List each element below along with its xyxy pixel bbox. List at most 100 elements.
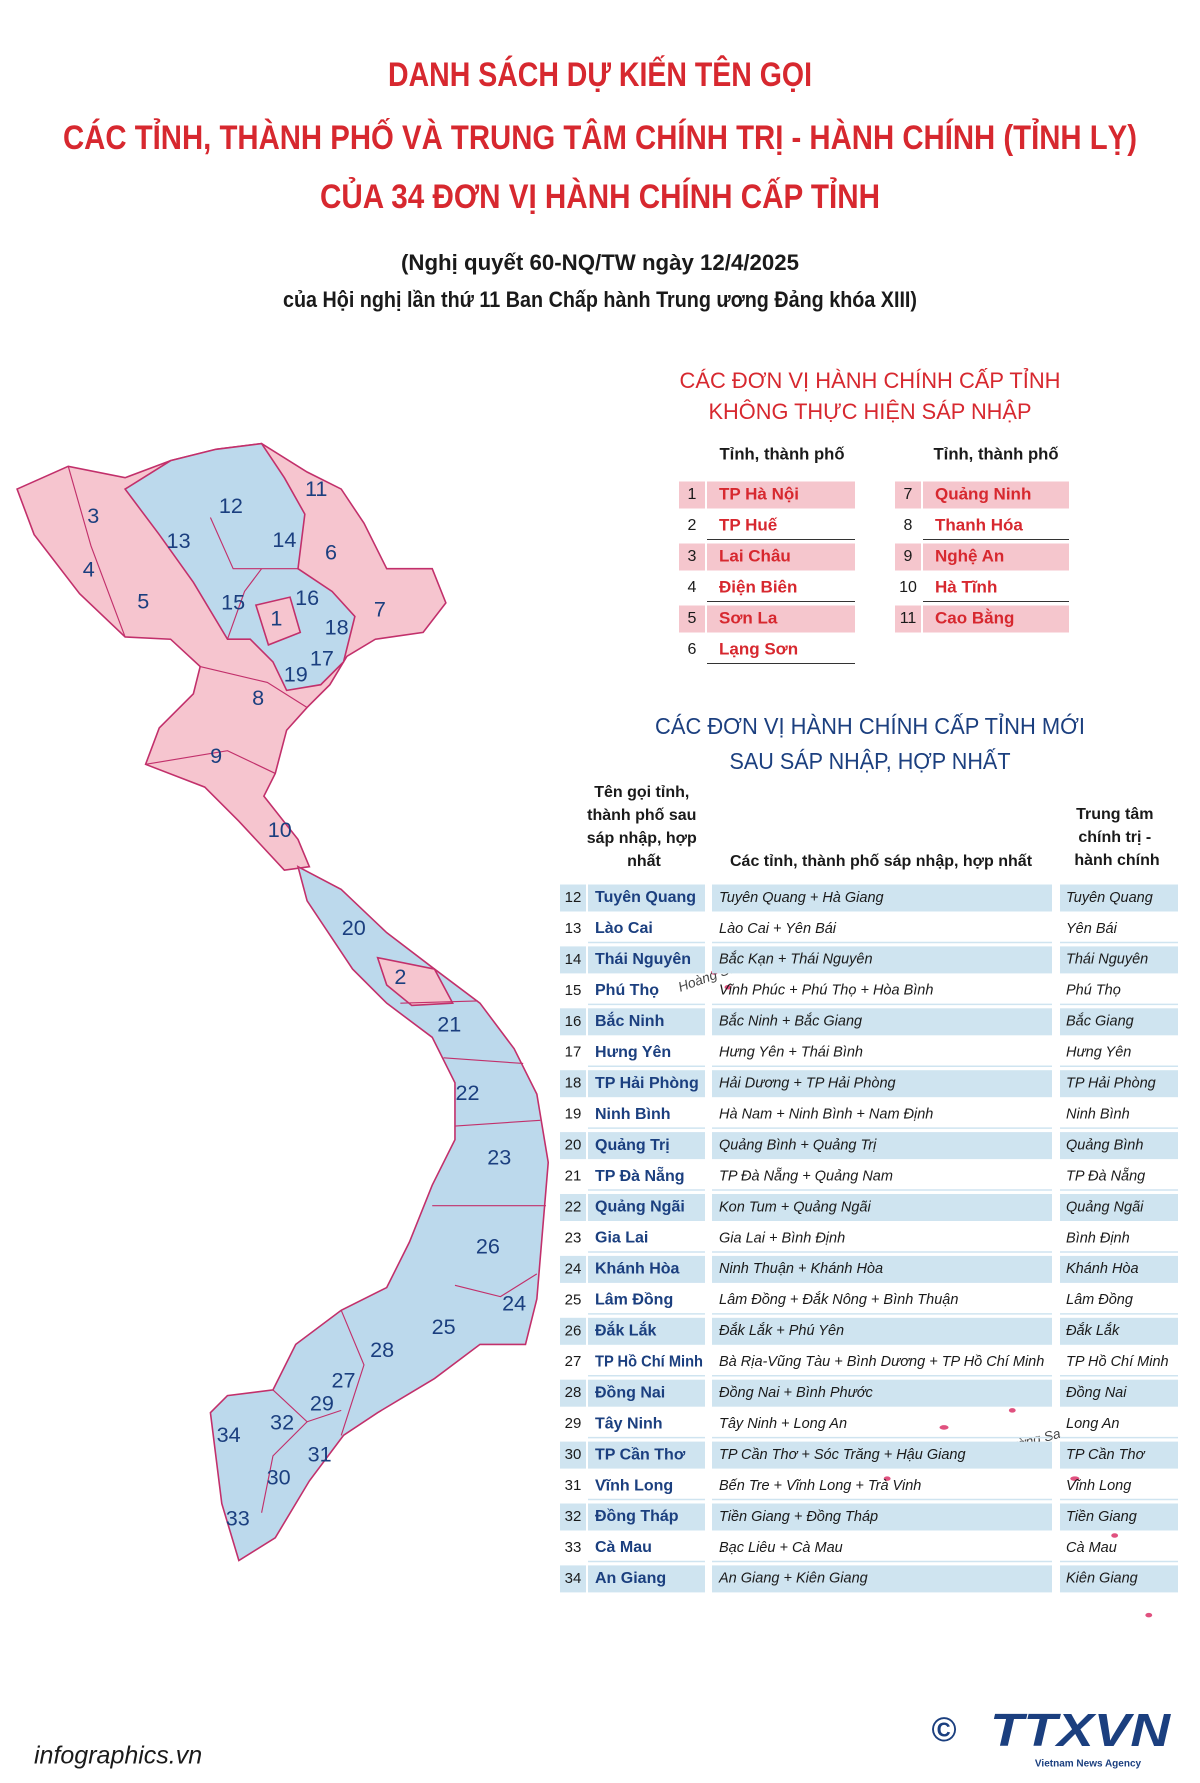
admin-center: Long An: [1066, 1416, 1119, 1432]
cell-bg: [923, 605, 1069, 633]
cell-bg: [588, 1132, 705, 1160]
cell-bg: [1060, 1008, 1178, 1036]
admin-center: Bắc Giang: [1066, 1013, 1134, 1030]
section-title: CÁC ĐƠN VỊ HÀNH CHÍNH CẤP TỈNH MỚI: [655, 711, 1085, 739]
section-title: CÁC ĐƠN VỊ HÀNH CHÍNH CẤP TỈNH: [680, 368, 1061, 393]
map-border: [209, 517, 298, 570]
cell-bg: [712, 1379, 1052, 1407]
row-number: 31: [565, 1477, 582, 1494]
column-header: Tỉnh, thành phố: [720, 444, 845, 463]
province-name: TP Cần Thơ: [595, 1446, 686, 1463]
map-label: 3: [87, 503, 99, 528]
row-number: 12: [565, 889, 582, 906]
map-label: 14: [272, 527, 296, 552]
map-label: 28: [370, 1337, 394, 1362]
cell-bg: [1060, 1255, 1178, 1283]
cell-bg: [560, 1255, 586, 1283]
cell-bg: [560, 1132, 586, 1160]
admin-center: Quảng Bình: [1066, 1137, 1143, 1153]
cell-bg: [923, 543, 1069, 571]
map-border: [67, 466, 126, 638]
merged-provinces: TP Cần Thơ + Sóc Trăng + Hậu Giang: [719, 1447, 966, 1463]
province-name: Đồng Nai: [595, 1384, 665, 1401]
cell-bg: [588, 884, 705, 912]
island: [1070, 1476, 1080, 1481]
cell-bg: [588, 1008, 705, 1036]
cell-bg: [560, 946, 586, 974]
cell-bg: [707, 605, 855, 633]
merged-provinces: Đắk Lắk + Phú Yên: [719, 1322, 844, 1339]
cell-bg: [1060, 1503, 1178, 1531]
cell-bg: [1060, 1194, 1178, 1221]
row-number: 16: [565, 1013, 582, 1030]
province-name: Lào Cai: [595, 920, 653, 937]
map-label: 23: [487, 1145, 511, 1170]
admin-center: Hưng Yên: [1066, 1045, 1131, 1061]
cell-bg: [560, 1441, 586, 1469]
cell-bg: [560, 1070, 586, 1098]
admin-center: Tiền Giang: [1066, 1509, 1137, 1525]
cell-bg: [588, 1503, 705, 1531]
map-border: [454, 1273, 538, 1298]
admin-center: Vĩnh Long: [1066, 1478, 1131, 1494]
cell-bg: [560, 884, 586, 912]
admin-center: Thái Nguyên: [1066, 952, 1148, 968]
province-name: Hà Tĩnh: [935, 577, 997, 596]
admin-center: Khánh Hòa: [1066, 1261, 1139, 1277]
map-label: 1: [270, 606, 282, 631]
cell-bg: [712, 1317, 1052, 1345]
island: [883, 1476, 891, 1481]
map-border: [145, 750, 276, 774]
section-title: KHÔNG THỰC HIỆN SÁP NHẬP: [709, 399, 1032, 424]
column-header: Tên gọi tỉnh, thành phố sau sáp nhập, hợ…: [587, 784, 702, 870]
map-label: 33: [226, 1505, 250, 1530]
map-label: 16: [295, 585, 319, 610]
province-name: Cà Mau: [595, 1539, 652, 1556]
merged-provinces: Kon Tum + Quảng Ngãi: [719, 1199, 871, 1215]
map-label: 18: [325, 615, 349, 640]
row-number: 34: [565, 1570, 582, 1587]
merged-provinces: Tiền Giang + Đồng Tháp: [719, 1509, 878, 1525]
map-border: [306, 1409, 342, 1423]
cell-bg: [1060, 1379, 1178, 1407]
row-number: 24: [565, 1260, 582, 1277]
cell-bg: [560, 1565, 586, 1593]
map-label: 13: [167, 528, 191, 553]
title: CÁC TỈNH, THÀNH PHỐ VÀ TRUNG TÂM CHÍNH T…: [63, 118, 1137, 157]
row-number: 20: [565, 1137, 582, 1154]
admin-center: TP Cần Thơ: [1066, 1447, 1146, 1463]
province-name: Tuyên Quang: [595, 889, 696, 906]
subtitle: (Nghị quyết 60-NQ/TW ngày 12/4/2025: [401, 250, 799, 275]
cell-bg: [560, 1194, 586, 1221]
map-label: 20: [342, 915, 366, 940]
column-header: Trung tâm chính trị - hành chính: [1074, 806, 1159, 869]
section-title: SAU SÁP NHẬP, HỢP NHẤT: [730, 747, 1011, 774]
row-number: 9: [904, 548, 913, 565]
merged-provinces: Vĩnh Phúc + Phú Thọ + Hòa Bình: [719, 983, 933, 999]
row-number: 29: [565, 1415, 582, 1432]
logo: TTXVN: [990, 1704, 1171, 1756]
island: [1145, 1612, 1153, 1618]
row-number: 18: [565, 1075, 582, 1092]
copyright: ©: [931, 1711, 956, 1749]
province-name: Hưng Yên: [595, 1044, 671, 1061]
admin-center: TP Hồ Chí Minh: [1066, 1354, 1169, 1370]
admin-center: Phú Thọ: [1066, 983, 1121, 999]
province-name: Sơn La: [719, 608, 778, 627]
merged-provinces: Tây Ninh + Long An: [719, 1416, 847, 1432]
province-name: Tây Ninh: [595, 1415, 663, 1432]
map-label: 34: [217, 1422, 241, 1447]
cell-bg: [712, 1565, 1052, 1593]
province-name: Ninh Bình: [595, 1106, 671, 1123]
row-number: 4: [688, 579, 697, 596]
row-number: 11: [900, 610, 917, 627]
admin-center: Tuyên Quang: [1066, 890, 1153, 906]
row-number: 22: [565, 1198, 582, 1215]
province-name: TP Hồ Chí Minh: [595, 1353, 703, 1370]
cell-bg: [1060, 884, 1178, 912]
admin-center: Đồng Nai: [1066, 1385, 1127, 1401]
merged-provinces: Bạc Liêu + Cà Mau: [719, 1540, 843, 1556]
row-number: 28: [565, 1384, 582, 1401]
